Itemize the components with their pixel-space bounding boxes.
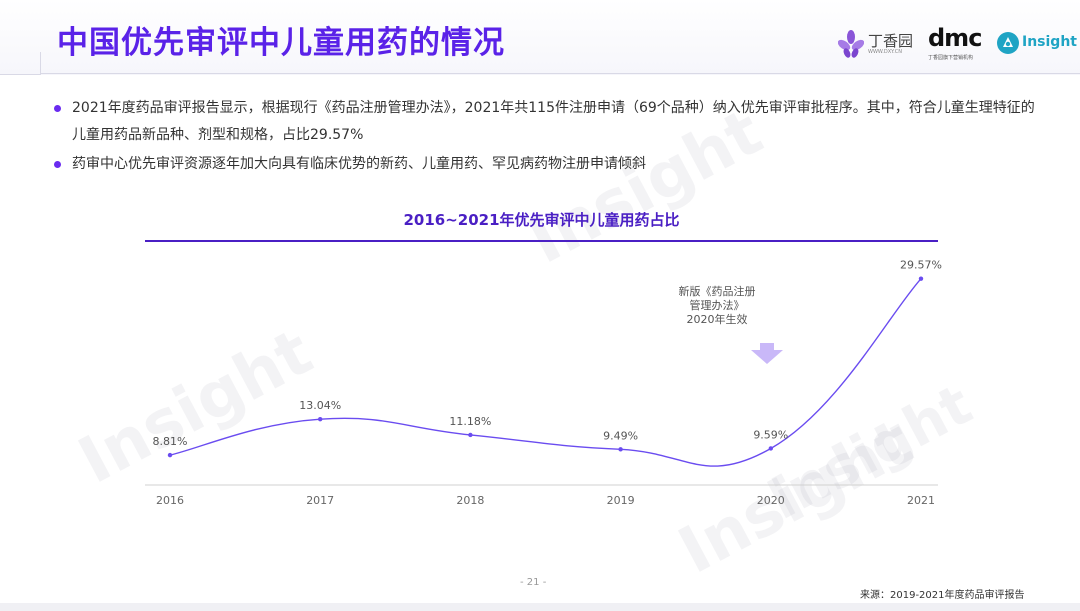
- annotation-text: 2020年生效: [687, 312, 748, 326]
- x-tick-label: 2018: [456, 494, 484, 507]
- data-point: [918, 276, 924, 281]
- data-label: 9.59%: [753, 428, 788, 441]
- annotation-text: 管理办法》: [690, 298, 745, 312]
- page-number: - 21 -: [520, 577, 547, 588]
- insight-logo: Insight: [996, 30, 1078, 58]
- annotation-text: 新版《药品注册: [679, 284, 756, 298]
- bullet-dot-icon: [54, 105, 61, 112]
- data-point: [768, 446, 773, 451]
- data-label: 13.04%: [299, 399, 341, 412]
- data-point: [167, 452, 173, 458]
- chart-title: 2016~2021年优先审评中儿童用药占比: [403, 211, 680, 229]
- dxy-flower-icon: [838, 30, 864, 58]
- dxy-logo-text: 丁香园: [868, 32, 914, 50]
- page-title: 中国优先审评中儿童用药的情况: [57, 25, 505, 61]
- header-notch: [0, 52, 41, 75]
- data-point: [318, 416, 323, 422]
- bullet-item: 药审中心优先审评资源逐年加大向具有临床优势的新药、儿童用药、罕见病药物注册申请倾…: [52, 151, 1042, 178]
- footer-bar: [0, 603, 1080, 611]
- bullet-list: 2021年度药品审评报告显示，根据现行《药品注册管理办法》，2021年共115件…: [52, 95, 1042, 180]
- dmc-logo: dmc 丁香园旗下营销机构: [928, 24, 988, 66]
- data-label: 11.18%: [449, 415, 491, 428]
- down-arrow-icon: [751, 343, 783, 364]
- header-bar: [0, 0, 1080, 75]
- x-tick-label: 2016: [156, 494, 184, 507]
- x-tick-label: 2019: [607, 494, 635, 507]
- data-label: 9.49%: [603, 429, 638, 442]
- data-label: 29.57%: [900, 259, 942, 272]
- data-point: [468, 432, 473, 438]
- data-point: [618, 447, 623, 452]
- insight-mark-icon: [997, 32, 1019, 54]
- header-divider: [40, 73, 1080, 74]
- logo-group: 丁香园 WWW.DXY.CN dmc 丁香园旗下营销机构 Insight: [838, 24, 1078, 66]
- bullet-text: 2021年度药品审评报告显示，根据现行《药品注册管理办法》，2021年共115件…: [72, 100, 1035, 143]
- dmc-logo-subtext: 丁香园旗下营销机构: [928, 55, 974, 61]
- dxy-logo: 丁香园 WWW.DXY.CN: [838, 28, 916, 62]
- chart-title-rule: [145, 240, 938, 242]
- x-tick-label: 2017: [306, 494, 334, 507]
- x-tick-label: 2020: [757, 494, 785, 507]
- bullet-text: 药审中心优先审评资源逐年加大向具有临床优势的新药、儿童用药、罕见病药物注册申请倾…: [72, 156, 646, 172]
- data-label: 8.81%: [153, 435, 188, 448]
- dmc-logo-text: dmc: [928, 24, 982, 52]
- source-note: 来源：2019-2021年度药品审评报告: [860, 590, 1025, 601]
- bullet-dot-icon: [54, 161, 61, 168]
- bullet-item: 2021年度药品审评报告显示，根据现行《药品注册管理办法》，2021年共115件…: [52, 95, 1042, 149]
- insight-logo-text: Insight: [1022, 34, 1077, 50]
- series-line: [169, 278, 922, 467]
- dxy-logo-subtext: WWW.DXY.CN: [868, 49, 902, 55]
- x-tick-label: 2021: [907, 494, 935, 507]
